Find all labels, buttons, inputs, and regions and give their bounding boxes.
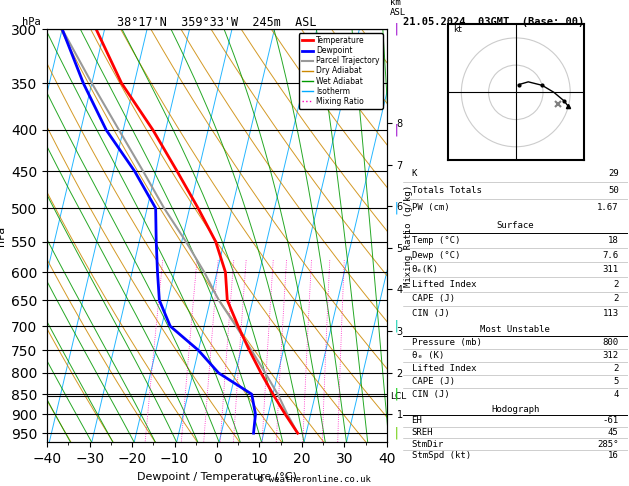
Text: 21.05.2024  03GMT  (Base: 00): 21.05.2024 03GMT (Base: 00)	[403, 17, 584, 27]
Text: |: |	[392, 388, 400, 400]
Text: LCL: LCL	[390, 392, 406, 401]
Text: 1: 1	[143, 444, 147, 449]
Text: 1.67: 1.67	[597, 203, 619, 212]
Text: 4: 4	[218, 444, 222, 449]
Text: 311: 311	[603, 265, 619, 274]
Text: 45: 45	[608, 428, 619, 437]
Text: kt: kt	[453, 25, 462, 35]
Text: hPa: hPa	[22, 17, 41, 27]
Legend: Temperature, Dewpoint, Parcel Trajectory, Dry Adiabat, Wet Adiabat, Isotherm, Mi: Temperature, Dewpoint, Parcel Trajectory…	[299, 33, 383, 109]
Text: |: |	[392, 123, 400, 137]
Text: θₑ (K): θₑ (K)	[411, 351, 444, 360]
Text: 3: 3	[202, 444, 206, 449]
Text: 15: 15	[299, 444, 307, 449]
Text: |: |	[392, 23, 400, 35]
Text: 800: 800	[603, 338, 619, 347]
Text: 285°: 285°	[597, 440, 619, 449]
Text: |: |	[392, 320, 400, 332]
Text: CIN (J): CIN (J)	[411, 309, 449, 318]
Text: 5: 5	[231, 444, 235, 449]
Text: CAPE (J): CAPE (J)	[411, 295, 455, 303]
Text: 20: 20	[318, 444, 326, 449]
Text: Most Unstable: Most Unstable	[480, 325, 550, 334]
Text: EH: EH	[411, 417, 422, 425]
Text: 25: 25	[334, 444, 342, 449]
Text: PW (cm): PW (cm)	[411, 203, 449, 212]
Text: 5: 5	[613, 377, 619, 386]
Text: 16: 16	[608, 451, 619, 460]
Text: © weatheronline.co.uk: © weatheronline.co.uk	[258, 474, 371, 484]
Text: Mixing Ratio (g/kg): Mixing Ratio (g/kg)	[404, 185, 413, 287]
Text: 18: 18	[608, 236, 619, 245]
Text: CAPE (J): CAPE (J)	[411, 377, 455, 386]
Text: Lifted Index: Lifted Index	[411, 364, 476, 373]
Text: 312: 312	[603, 351, 619, 360]
Text: θₑ(K): θₑ(K)	[411, 265, 438, 274]
X-axis label: Dewpoint / Temperature (°C): Dewpoint / Temperature (°C)	[137, 471, 297, 482]
Text: SREH: SREH	[411, 428, 433, 437]
Text: 29: 29	[608, 169, 619, 178]
Text: |: |	[392, 427, 400, 440]
Text: 4: 4	[613, 390, 619, 399]
Text: 113: 113	[603, 309, 619, 318]
Text: StmDir: StmDir	[411, 440, 444, 449]
Text: CIN (J): CIN (J)	[411, 390, 449, 399]
Text: 2: 2	[179, 444, 183, 449]
Text: 8: 8	[260, 444, 264, 449]
Text: 7.6: 7.6	[603, 251, 619, 260]
Text: Totals Totals: Totals Totals	[411, 186, 481, 195]
Text: Lifted Index: Lifted Index	[411, 280, 476, 289]
Text: 2: 2	[613, 280, 619, 289]
Text: -61: -61	[603, 417, 619, 425]
Text: 2: 2	[613, 364, 619, 373]
Text: km
ASL: km ASL	[390, 0, 406, 17]
Text: Hodograph: Hodograph	[491, 405, 539, 414]
Text: 50: 50	[608, 186, 619, 195]
Title: 38°17'N  359°33'W  245m  ASL: 38°17'N 359°33'W 245m ASL	[117, 16, 317, 29]
Text: Surface: Surface	[496, 222, 534, 230]
Text: Temp (°C): Temp (°C)	[411, 236, 460, 245]
Text: StmSpd (kt): StmSpd (kt)	[411, 451, 470, 460]
Text: Pressure (mb): Pressure (mb)	[411, 338, 481, 347]
Text: Dewp (°C): Dewp (°C)	[411, 251, 460, 260]
Y-axis label: hPa: hPa	[0, 226, 6, 246]
Text: |: |	[392, 202, 400, 215]
Text: K: K	[411, 169, 417, 178]
Text: 2: 2	[613, 295, 619, 303]
Text: 10: 10	[272, 444, 280, 449]
